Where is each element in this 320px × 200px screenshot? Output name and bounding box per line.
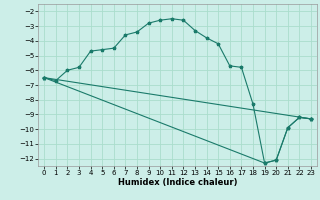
X-axis label: Humidex (Indice chaleur): Humidex (Indice chaleur) — [118, 178, 237, 187]
